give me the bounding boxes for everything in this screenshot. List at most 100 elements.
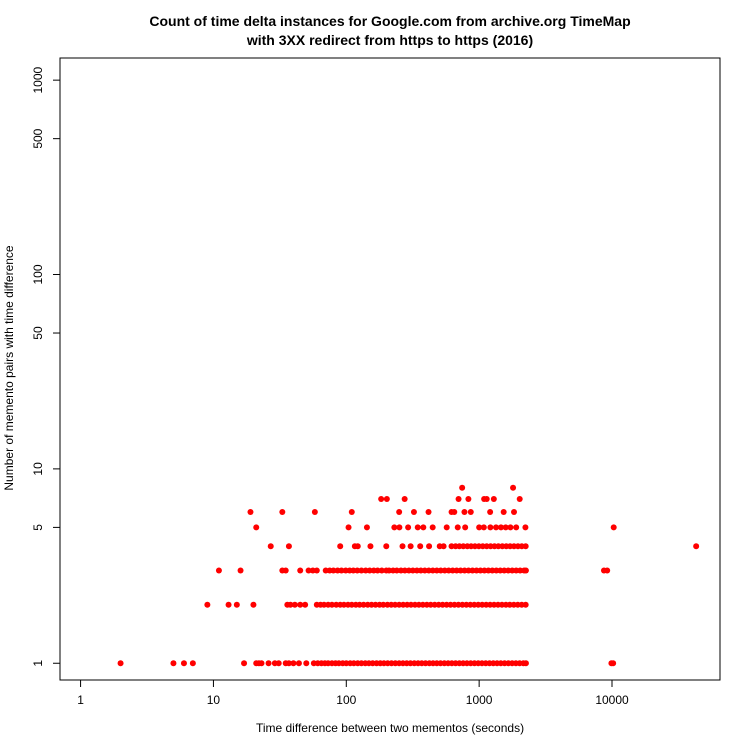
y-tick-label: 500 xyxy=(31,128,45,148)
data-point xyxy=(522,524,529,531)
data-point xyxy=(180,660,187,667)
y-axis: 1 5 10 50 100 500 1000 xyxy=(31,66,61,667)
data-point xyxy=(425,509,432,515)
data-point xyxy=(497,524,504,531)
data-point xyxy=(476,524,483,531)
data-point xyxy=(258,660,265,667)
chart-title: Count of time delta instances for Google… xyxy=(149,13,630,29)
data-point xyxy=(483,495,490,502)
data-point xyxy=(455,495,462,502)
data-point xyxy=(467,509,474,515)
y-tick-label: 100 xyxy=(31,264,45,284)
data-point xyxy=(241,660,248,667)
data-point xyxy=(237,567,244,574)
data-point xyxy=(354,567,361,574)
data-point xyxy=(604,567,611,574)
data-point xyxy=(516,495,523,502)
data-point xyxy=(461,509,468,515)
data-point xyxy=(189,660,196,667)
data-point xyxy=(275,660,282,667)
data-point xyxy=(250,601,257,608)
x-tick-label: 100 xyxy=(336,693,356,707)
data-points xyxy=(117,484,700,667)
x-tick-label: 10 xyxy=(207,693,221,707)
data-point xyxy=(265,660,272,667)
data-point xyxy=(462,524,469,531)
y-tick-label: 5 xyxy=(31,524,45,531)
data-point xyxy=(297,567,304,574)
data-point xyxy=(338,567,345,574)
data-point xyxy=(693,543,700,550)
data-point xyxy=(405,524,412,531)
data-point xyxy=(117,660,124,667)
data-point xyxy=(348,509,355,515)
data-point xyxy=(451,509,458,515)
data-point xyxy=(426,543,433,550)
x-axis-label: Time difference between two mementos (se… xyxy=(256,721,524,735)
data-point xyxy=(396,509,403,515)
data-point xyxy=(302,601,309,608)
data-point xyxy=(502,524,509,531)
data-point xyxy=(285,543,292,550)
data-point xyxy=(396,524,403,531)
data-point xyxy=(295,660,302,667)
data-point xyxy=(420,524,427,531)
data-point xyxy=(522,543,529,550)
data-point xyxy=(410,509,417,515)
data-point xyxy=(287,601,294,608)
data-point xyxy=(303,660,310,667)
data-point xyxy=(522,567,529,574)
data-point xyxy=(328,601,335,608)
data-point xyxy=(399,543,406,550)
data-point xyxy=(510,484,517,491)
data-point xyxy=(367,543,374,550)
data-point xyxy=(360,601,367,608)
data-point xyxy=(354,543,361,550)
data-point xyxy=(305,567,312,574)
data-point xyxy=(480,524,487,531)
data-point xyxy=(507,524,514,531)
data-point xyxy=(374,567,381,574)
data-point xyxy=(500,509,507,515)
data-point xyxy=(383,495,390,502)
data-point xyxy=(233,601,240,608)
data-point xyxy=(279,509,286,515)
data-point xyxy=(443,524,450,531)
data-point xyxy=(610,524,617,531)
x-tick-label: 1000 xyxy=(466,693,493,707)
data-point xyxy=(358,567,365,574)
data-point xyxy=(459,484,466,491)
data-point xyxy=(391,524,398,531)
data-point xyxy=(513,524,520,531)
data-point xyxy=(440,543,447,550)
data-point xyxy=(414,524,421,531)
data-point xyxy=(313,567,320,574)
y-axis-label: Number of memento pairs with time differ… xyxy=(2,245,16,491)
data-point xyxy=(204,601,211,608)
y-tick-label: 1 xyxy=(31,660,45,667)
data-point xyxy=(363,524,370,531)
data-point xyxy=(337,543,344,550)
data-point xyxy=(401,495,408,502)
chart-subtitle: with 3XX redirect from https to https (2… xyxy=(246,32,533,48)
data-point xyxy=(311,509,318,515)
y-tick-label: 10 xyxy=(31,462,45,476)
y-tick-label: 1000 xyxy=(31,66,45,93)
data-point xyxy=(465,495,472,502)
data-point xyxy=(380,601,387,608)
data-point xyxy=(253,524,260,531)
data-point xyxy=(522,660,529,667)
data-point xyxy=(493,524,500,531)
data-point xyxy=(297,601,304,608)
data-point xyxy=(225,601,232,608)
data-point xyxy=(522,601,529,608)
data-point xyxy=(215,567,222,574)
data-point xyxy=(417,543,424,550)
x-tick-label: 1 xyxy=(77,693,84,707)
data-point xyxy=(247,509,254,515)
plot-frame xyxy=(59,57,721,681)
x-tick-label: 10000 xyxy=(595,693,629,707)
data-point xyxy=(511,509,518,515)
data-point xyxy=(345,524,352,531)
